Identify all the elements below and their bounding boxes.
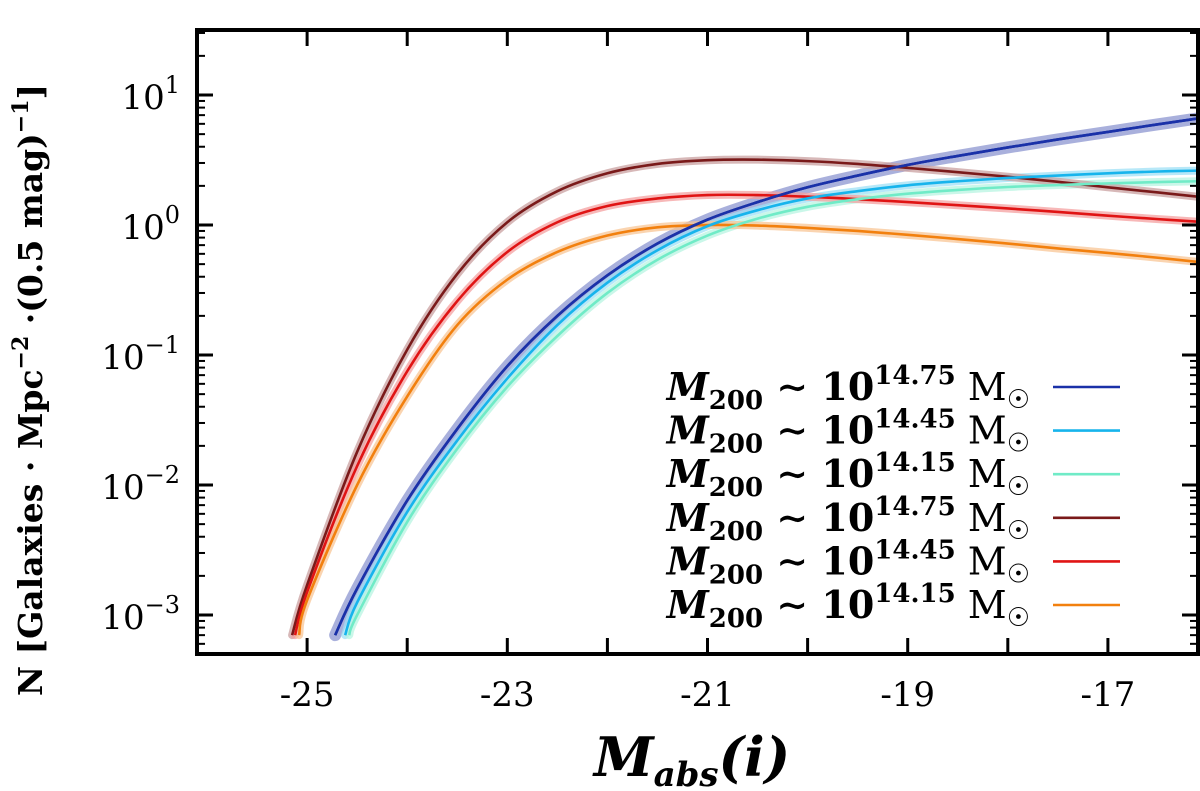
legend-label: M200 ∼ 1014.75 M☉ — [665, 492, 1030, 547]
x-tick-label: -21 — [680, 675, 735, 715]
x-tick-label: -17 — [1081, 675, 1136, 715]
series-line-2 — [343, 169, 1198, 636]
legend-entry: M200 ∼ 1014.75 M☉ — [665, 492, 1120, 547]
legend-label: M200 ∼ 1014.45 M☉ — [665, 405, 1030, 460]
legend-label: M200 ∼ 1014.45 M☉ — [665, 535, 1030, 590]
y-tick-label: 101 — [121, 71, 180, 118]
series-line-3 — [347, 179, 1198, 636]
y-tick-label: 10−3 — [101, 591, 180, 638]
y-axis-label: N [Galaxies · Mpc−2 ·(0.5 mag)−1] — [8, 84, 50, 696]
series-line-4 — [290, 158, 1198, 636]
legend-label: M200 ∼ 1014.75 M☉ — [665, 361, 1030, 416]
y-tick-labels: 101 100 10−1 10−2 10−3 — [101, 71, 180, 638]
legend-entry: M200 ∼ 1014.45 M☉ — [665, 535, 1120, 590]
y-tick-label: 10−1 — [101, 331, 180, 378]
plot-frame — [195, 28, 1200, 656]
legend-entry: M200 ∼ 1014.75 M☉ — [665, 361, 1120, 416]
legend-entry: M200 ∼ 1014.15 M☉ — [665, 579, 1120, 634]
x-tick-label: -19 — [880, 675, 935, 715]
legend-entry: M200 ∼ 1014.45 M☉ — [665, 405, 1120, 460]
series-line-1 — [333, 117, 1198, 636]
x-tick-label: -23 — [480, 675, 535, 715]
x-tick-label: -25 — [280, 675, 335, 715]
legend-entry: M200 ∼ 1014.15 M☉ — [665, 448, 1120, 503]
axis-ticks — [197, 30, 1198, 654]
x-tick-labels: -25 -23 -21 -19 -17 — [280, 675, 1136, 715]
series-line-5 — [293, 193, 1198, 636]
legend: M200 ∼ 1014.75 M☉M200 ∼ 1014.45 M☉M200 ∼… — [665, 361, 1120, 634]
legend-label: M200 ∼ 1014.15 M☉ — [665, 448, 1030, 503]
series-lines — [290, 117, 1198, 636]
x-axis-label: Mabs(i) — [592, 725, 790, 791]
y-tick-label: 10−2 — [101, 461, 180, 508]
y-tick-label: 100 — [121, 201, 180, 248]
legend-label: M200 ∼ 1014.15 M☉ — [665, 579, 1030, 634]
